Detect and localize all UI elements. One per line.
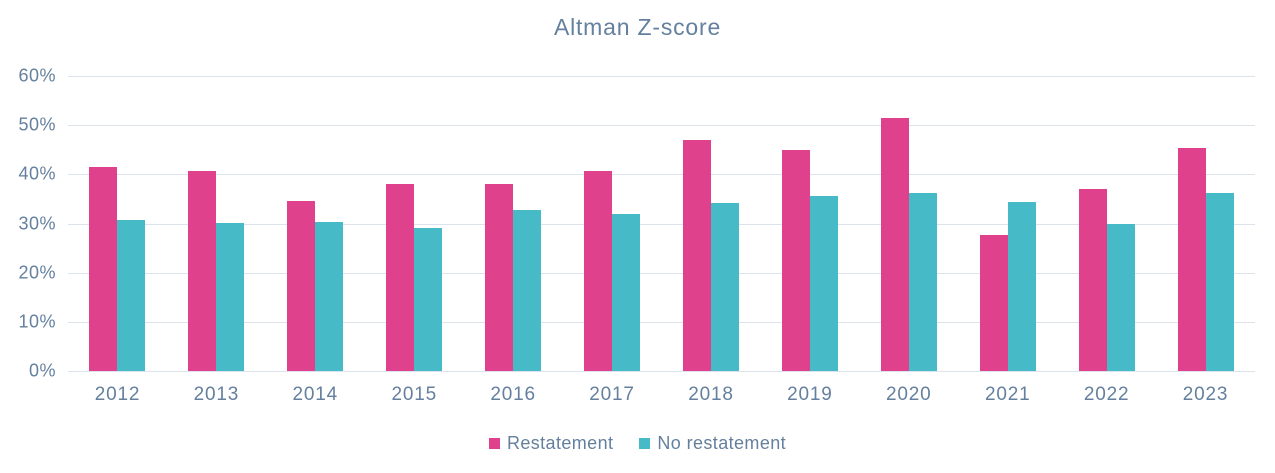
- bar-restatement-2019: [781, 149, 810, 371]
- bar-restatement-2017: [584, 170, 613, 371]
- gridline-20: [68, 272, 1255, 274]
- gridline-50: [68, 125, 1255, 127]
- no-restatement-swatch-icon: [639, 438, 651, 449]
- bar-restatement-2015: [386, 183, 415, 371]
- bar-no-restatement-2020: [908, 193, 937, 371]
- bar-restatement-2021: [979, 235, 1008, 371]
- x-axis-tick-label-2012: 2012: [94, 384, 141, 405]
- bar-group-2023: [1177, 147, 1234, 371]
- y-axis-tick-label: 40%: [18, 163, 56, 184]
- bar-group-2012: [89, 166, 146, 371]
- bar-no-restatement-2019: [809, 195, 838, 371]
- x-axis-tick-label-2013: 2013: [193, 384, 240, 405]
- gridline-40: [68, 174, 1255, 176]
- bar-no-restatement-2015: [414, 228, 443, 371]
- plot-area: 0% 10% 20% 30% 40% 50% 60% 2012 2013 2014 2015 2016…: [18, 66, 1255, 405]
- bar-no-restatement-2016: [513, 209, 542, 371]
- bar-no-restatement-2021: [1007, 201, 1036, 371]
- x-axis-tick-label-2020: 2020: [886, 384, 932, 405]
- legend-item-no-restatement: No restatement: [639, 433, 786, 454]
- bar-restatement-2022: [1078, 188, 1107, 371]
- bar-group-2016: [485, 183, 542, 371]
- legend-label-no-restatement: No restatement: [657, 433, 787, 453]
- bar-group-2017: [584, 170, 641, 371]
- bar-group-2014: [287, 201, 344, 371]
- legend-label-restatement: Restatement: [506, 433, 614, 453]
- x-axis-tick-label-2015: 2015: [391, 384, 437, 405]
- bar-no-restatement-2014: [315, 221, 344, 371]
- x-axis-tick-label-2017: 2017: [589, 384, 635, 405]
- y-axis-tick-label: 0%: [28, 360, 56, 381]
- x-axis-tick-label-2014: 2014: [292, 384, 339, 405]
- x-axis-tick-label-2016: 2016: [490, 384, 536, 405]
- x-axis-tick-label-2023: 2023: [1182, 384, 1229, 405]
- bar-no-restatement-2023: [1205, 192, 1234, 371]
- bar-group-2015: [386, 183, 443, 371]
- x-axis-tick-label-2021: 2021: [984, 384, 1031, 405]
- bar-no-restatement-2013: [216, 222, 245, 371]
- bar-no-restatement-2012: [117, 219, 146, 371]
- y-axis-tick-label: 30%: [18, 213, 56, 233]
- gridline-60: [68, 76, 1255, 77]
- bar-group-2018: [682, 139, 739, 371]
- bar-no-restatement-2022: [1106, 224, 1135, 371]
- legend: Restatement No restatement: [0, 433, 1275, 454]
- bar-group-2021: [979, 201, 1036, 371]
- bar-group-2013: [188, 170, 245, 371]
- restatement-swatch-icon: [488, 438, 500, 449]
- bar-group-2022: [1078, 188, 1135, 371]
- bar-restatement-2013: [188, 170, 217, 371]
- bar-restatement-2016: [485, 183, 514, 371]
- y-axis-tick-label: 60%: [18, 65, 56, 86]
- bar-restatement-2014: [287, 201, 316, 371]
- legend-item-restatement: Restatement: [488, 433, 614, 454]
- y-axis-tick-label: 10%: [18, 311, 56, 332]
- x-axis-tick-label-2019: 2019: [787, 384, 833, 405]
- bar-restatement-2018: [682, 139, 711, 371]
- gridline-10: [68, 321, 1255, 323]
- x-axis-tick-label-2018: 2018: [688, 384, 734, 405]
- bar-restatement-2020: [880, 117, 909, 371]
- bar-no-restatement-2018: [710, 203, 739, 371]
- x-axis-tick-label-2022: 2022: [1083, 384, 1130, 405]
- bar-group-2020: [880, 117, 937, 371]
- gridline-0: [68, 371, 1255, 372]
- bar-restatement-2012: [89, 166, 118, 371]
- bar-group-2019: [781, 149, 838, 371]
- y-axis-tick-label: 20%: [18, 262, 56, 283]
- chart-title: Altman Z-score: [553, 14, 722, 40]
- bar-no-restatement-2017: [612, 213, 641, 371]
- y-axis-tick-label: 50%: [18, 114, 56, 135]
- gridline-30: [68, 223, 1255, 225]
- bar-restatement-2023: [1177, 147, 1206, 371]
